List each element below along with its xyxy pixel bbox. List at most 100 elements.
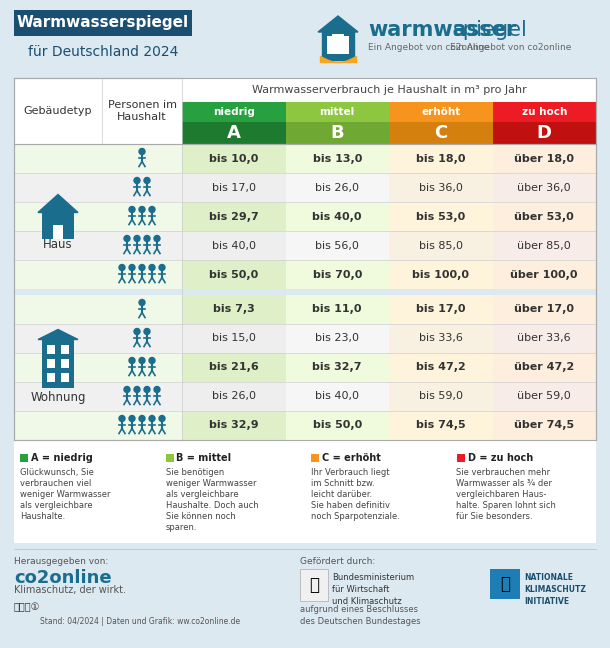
Circle shape: [134, 386, 140, 393]
Bar: [182, 144, 285, 173]
Text: über 74,5: über 74,5: [514, 421, 574, 430]
Text: über 59,0: über 59,0: [517, 391, 571, 402]
Text: bis 53,0: bis 53,0: [416, 211, 465, 222]
Bar: [47, 373, 55, 382]
Text: über 53,0: über 53,0: [514, 211, 574, 222]
Text: Ein Angebot von co2online: Ein Angebot von co2online: [368, 43, 489, 52]
Text: Haus: Haus: [43, 238, 73, 251]
Bar: [285, 202, 389, 231]
Text: A = niedrig: A = niedrig: [31, 453, 93, 463]
Bar: [300, 569, 328, 601]
Text: Ein Angebot von co2online: Ein Angebot von co2online: [450, 43, 572, 52]
Polygon shape: [38, 329, 78, 340]
Text: ⓒⓈⓈ①: ⓒⓈⓈ①: [14, 602, 40, 612]
Text: über 36,0: über 36,0: [517, 183, 571, 192]
Circle shape: [144, 329, 150, 334]
Circle shape: [129, 207, 135, 213]
Text: bis 23,0: bis 23,0: [315, 334, 359, 343]
Text: bis 100,0: bis 100,0: [412, 270, 469, 279]
Text: co2online: co2online: [14, 569, 112, 587]
Bar: [53, 224, 63, 238]
Bar: [182, 353, 285, 382]
Bar: [492, 353, 596, 382]
Text: Warmwasserverbrauch je Haushalt in m³ pro Jahr: Warmwasserverbrauch je Haushalt in m³ pr…: [251, 85, 526, 95]
Bar: [47, 358, 55, 367]
Text: Sie verbrauchen mehr
Warmwasser als ¾ der
vergleichbaren Haus-
halte. Sparen loh: Sie verbrauchen mehr Warmwasser als ¾ de…: [456, 468, 556, 522]
Bar: [389, 260, 492, 289]
Bar: [285, 173, 389, 202]
Circle shape: [144, 235, 150, 242]
Bar: [389, 295, 492, 324]
Bar: [492, 295, 596, 324]
Text: 🦅: 🦅: [309, 576, 319, 594]
Text: bis 85,0: bis 85,0: [418, 240, 463, 251]
Bar: [492, 122, 596, 144]
Circle shape: [124, 386, 130, 393]
Text: bis 33,6: bis 33,6: [419, 334, 463, 343]
Polygon shape: [322, 32, 354, 60]
Text: C: C: [434, 124, 447, 142]
Bar: [492, 324, 596, 353]
Text: bis 26,0: bis 26,0: [212, 391, 256, 402]
Bar: [182, 295, 285, 324]
Text: niedrig: niedrig: [213, 107, 255, 117]
Text: Gebäudetyp: Gebäudetyp: [24, 106, 92, 116]
Bar: [14, 173, 182, 202]
Bar: [182, 324, 285, 353]
Bar: [490, 569, 520, 599]
Bar: [285, 382, 389, 411]
Bar: [492, 231, 596, 260]
Bar: [14, 353, 182, 382]
Bar: [285, 122, 389, 144]
Text: über 100,0: über 100,0: [511, 270, 578, 279]
Polygon shape: [38, 194, 78, 213]
Circle shape: [149, 207, 155, 213]
Circle shape: [119, 415, 125, 421]
Text: über 33,6: über 33,6: [517, 334, 571, 343]
Text: D = zu hoch: D = zu hoch: [467, 453, 533, 463]
Bar: [42, 340, 74, 388]
Circle shape: [144, 386, 150, 393]
Circle shape: [139, 299, 145, 305]
Text: bis 36,0: bis 36,0: [419, 183, 463, 192]
Text: bis 40,0: bis 40,0: [315, 391, 359, 402]
Bar: [456, 454, 464, 462]
Circle shape: [144, 178, 150, 183]
Bar: [285, 260, 389, 289]
Bar: [14, 411, 182, 440]
Bar: [389, 382, 492, 411]
Text: zu hoch: zu hoch: [522, 107, 567, 117]
Text: C = erhöht: C = erhöht: [322, 453, 381, 463]
Text: B: B: [331, 124, 344, 142]
Bar: [14, 231, 182, 260]
Bar: [285, 324, 389, 353]
Bar: [389, 231, 492, 260]
Text: bis 17,0: bis 17,0: [212, 183, 256, 192]
Text: erhöht: erhöht: [421, 107, 461, 117]
Text: bis 32,9: bis 32,9: [209, 421, 259, 430]
Text: bis 40,0: bis 40,0: [312, 211, 362, 222]
Circle shape: [119, 264, 125, 270]
Bar: [61, 373, 69, 382]
Bar: [14, 260, 182, 289]
Text: Warmwasserspiegel: Warmwasserspiegel: [17, 16, 189, 30]
Text: Bundesministerium
für Wirtschaft
und Klimaschutz: Bundesministerium für Wirtschaft und Kli…: [332, 573, 414, 606]
Circle shape: [139, 264, 145, 270]
Text: bis 21,6: bis 21,6: [209, 362, 259, 373]
Circle shape: [134, 329, 140, 334]
Bar: [327, 36, 349, 54]
Bar: [389, 353, 492, 382]
Text: bis 11,0: bis 11,0: [312, 305, 362, 314]
Bar: [182, 202, 285, 231]
Text: Personen im
Haushalt: Personen im Haushalt: [107, 100, 176, 122]
Bar: [492, 411, 596, 440]
Bar: [389, 144, 492, 173]
Circle shape: [129, 358, 135, 364]
Bar: [14, 78, 596, 453]
Circle shape: [139, 148, 145, 154]
Bar: [47, 345, 55, 354]
Bar: [389, 411, 492, 440]
Bar: [14, 289, 596, 295]
Text: Stand: 04/2024 | Daten und Grafik: ww.co2online.de: Stand: 04/2024 | Daten und Grafik: ww.co…: [40, 617, 240, 626]
Circle shape: [159, 415, 165, 421]
